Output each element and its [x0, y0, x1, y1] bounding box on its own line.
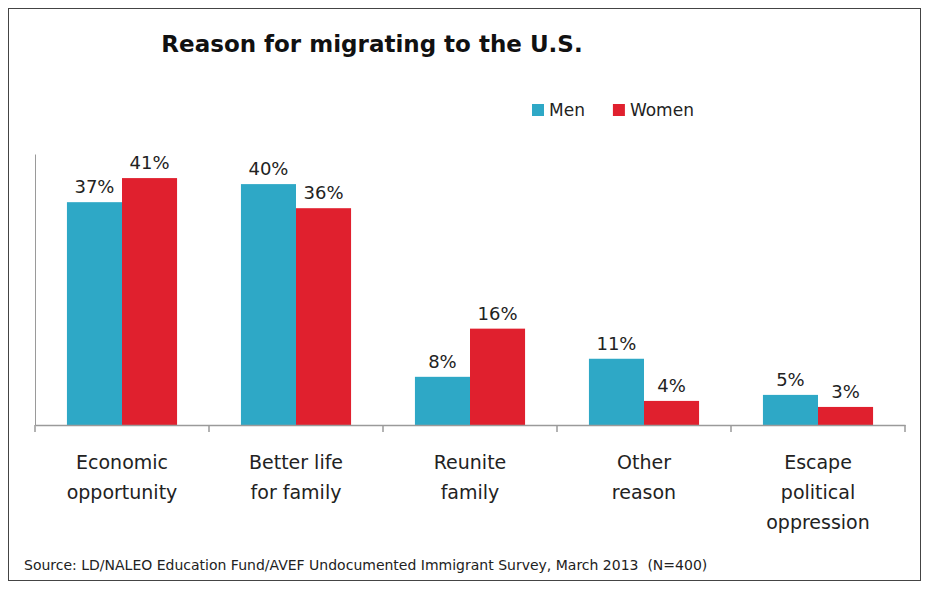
- source: Source: LD/NALEO Education Fund/AVEF Und…: [24, 557, 707, 573]
- data-label: 41%: [130, 152, 170, 173]
- category-divider: [34, 425, 36, 432]
- x-tick-label: Otherreason: [612, 451, 676, 503]
- x-tick-label: Economicopportunity: [67, 451, 178, 503]
- category-divider: [382, 425, 384, 432]
- bar: [122, 178, 177, 425]
- frame: [9, 9, 921, 581]
- data-label: 3%: [831, 381, 860, 402]
- category-dividers: [35, 425, 905, 432]
- legend-label: Women: [630, 100, 694, 120]
- category-divider: [730, 425, 732, 432]
- legend-swatch: [532, 104, 544, 116]
- data-label: 11%: [596, 333, 636, 354]
- x-tick: Economicopportunity: [67, 425, 178, 503]
- data-label: 16%: [478, 303, 518, 324]
- bar: [818, 407, 873, 425]
- title: Reason for migrating to the U.S.: [161, 31, 582, 57]
- bar: [589, 359, 644, 425]
- x-tick: Escapepoliticaloppression: [766, 425, 870, 533]
- bar: [470, 329, 525, 425]
- bar: [67, 202, 122, 425]
- chart: Reason for migrating to the U.S. 37% 40% 8%…: [0, 0, 938, 593]
- data-label: 4%: [657, 375, 686, 396]
- category-divider: [904, 425, 906, 432]
- data-label: 5%: [776, 369, 805, 390]
- x-tick: Otherreason: [612, 425, 676, 503]
- data-label: 37%: [74, 176, 114, 197]
- data-label: 36%: [304, 182, 344, 203]
- x-axis: Economicopportunity Better lifefor family…: [36, 425, 906, 533]
- y-axis-line: [35, 155, 36, 426]
- data-labels: 37% 40% 8% 11% 5% 41% 36% 16% 4% 3%: [74, 152, 859, 402]
- x-tick: Better lifefor family: [249, 425, 343, 503]
- bar: [241, 184, 296, 425]
- legend-swatch: [613, 104, 625, 116]
- data-label: 8%: [428, 351, 457, 372]
- x-axis-line: [36, 425, 906, 427]
- x-tick-label: Better lifefor family: [249, 451, 343, 503]
- bar: [763, 395, 818, 425]
- legend-label: Men: [549, 100, 585, 120]
- y-axis: [35, 155, 36, 426]
- x-tick-label: Escapepoliticaloppression: [766, 451, 870, 533]
- bar: [415, 377, 470, 425]
- category-divider: [556, 425, 558, 432]
- x-tick-label: Reunitefamily: [434, 451, 507, 503]
- data-label: 40%: [248, 158, 288, 179]
- legend: Men Women: [532, 100, 694, 120]
- bars: [67, 178, 873, 425]
- bar: [644, 401, 699, 425]
- category-divider: [208, 425, 210, 432]
- bar: [296, 208, 351, 425]
- x-tick: Reunitefamily: [434, 425, 507, 503]
